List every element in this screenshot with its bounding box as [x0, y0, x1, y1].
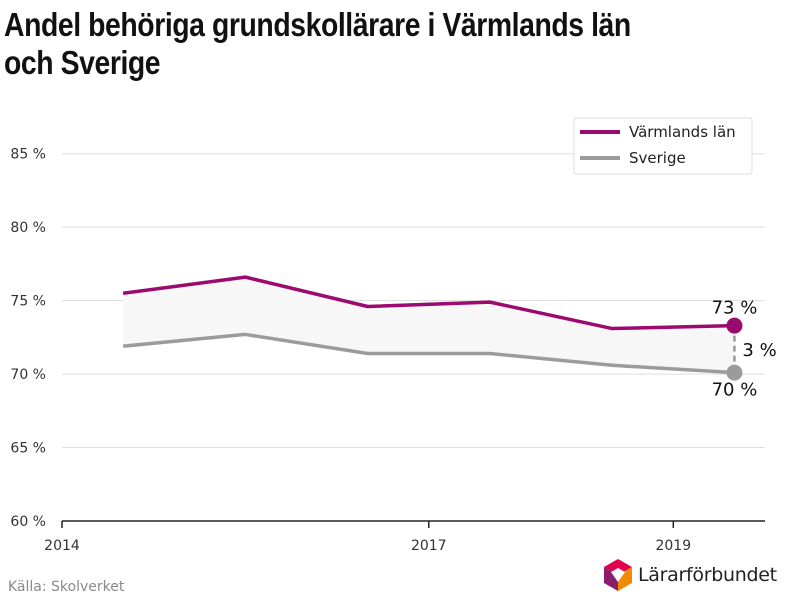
- source-note: Källa: Skolverket: [8, 579, 125, 595]
- series-line-sverige: [122, 332, 735, 375]
- gap-band: [123, 277, 735, 373]
- chart-title: Andel behöriga grundskollärare i Värmlan…: [4, 6, 631, 81]
- y-tick-label: 85 %: [10, 147, 46, 163]
- lararforbundet-logo-icon: [604, 559, 632, 591]
- legend-label: Sverige: [629, 149, 686, 167]
- brand: Lärarförbundet: [602, 558, 777, 592]
- y-tick-label: 70 %: [10, 367, 46, 383]
- y-tick-label: 65 %: [10, 441, 46, 457]
- series-line-varmland: [122, 275, 735, 331]
- annotation-varmland-end: 73 %: [712, 298, 758, 319]
- legend: Värmlands län Sverige: [573, 117, 753, 175]
- brand-name: Lärarförbundet: [638, 564, 777, 586]
- x-tick-label: 2014: [44, 538, 80, 554]
- legend-label: Värmlands län: [629, 123, 736, 141]
- annotation-sverige-end: 70 %: [712, 380, 758, 401]
- y-tick-label: 80 %: [10, 220, 46, 236]
- y-tick-label: 60 %: [10, 514, 46, 530]
- end-marker-varmland: [726, 317, 743, 334]
- end-marker-sverige: [726, 364, 743, 381]
- x-tick-label: 2017: [411, 538, 447, 554]
- annotation-difference: 3 %: [742, 340, 776, 361]
- y-tick-label: 75 %: [10, 294, 46, 310]
- x-tick-label: 2019: [655, 538, 691, 554]
